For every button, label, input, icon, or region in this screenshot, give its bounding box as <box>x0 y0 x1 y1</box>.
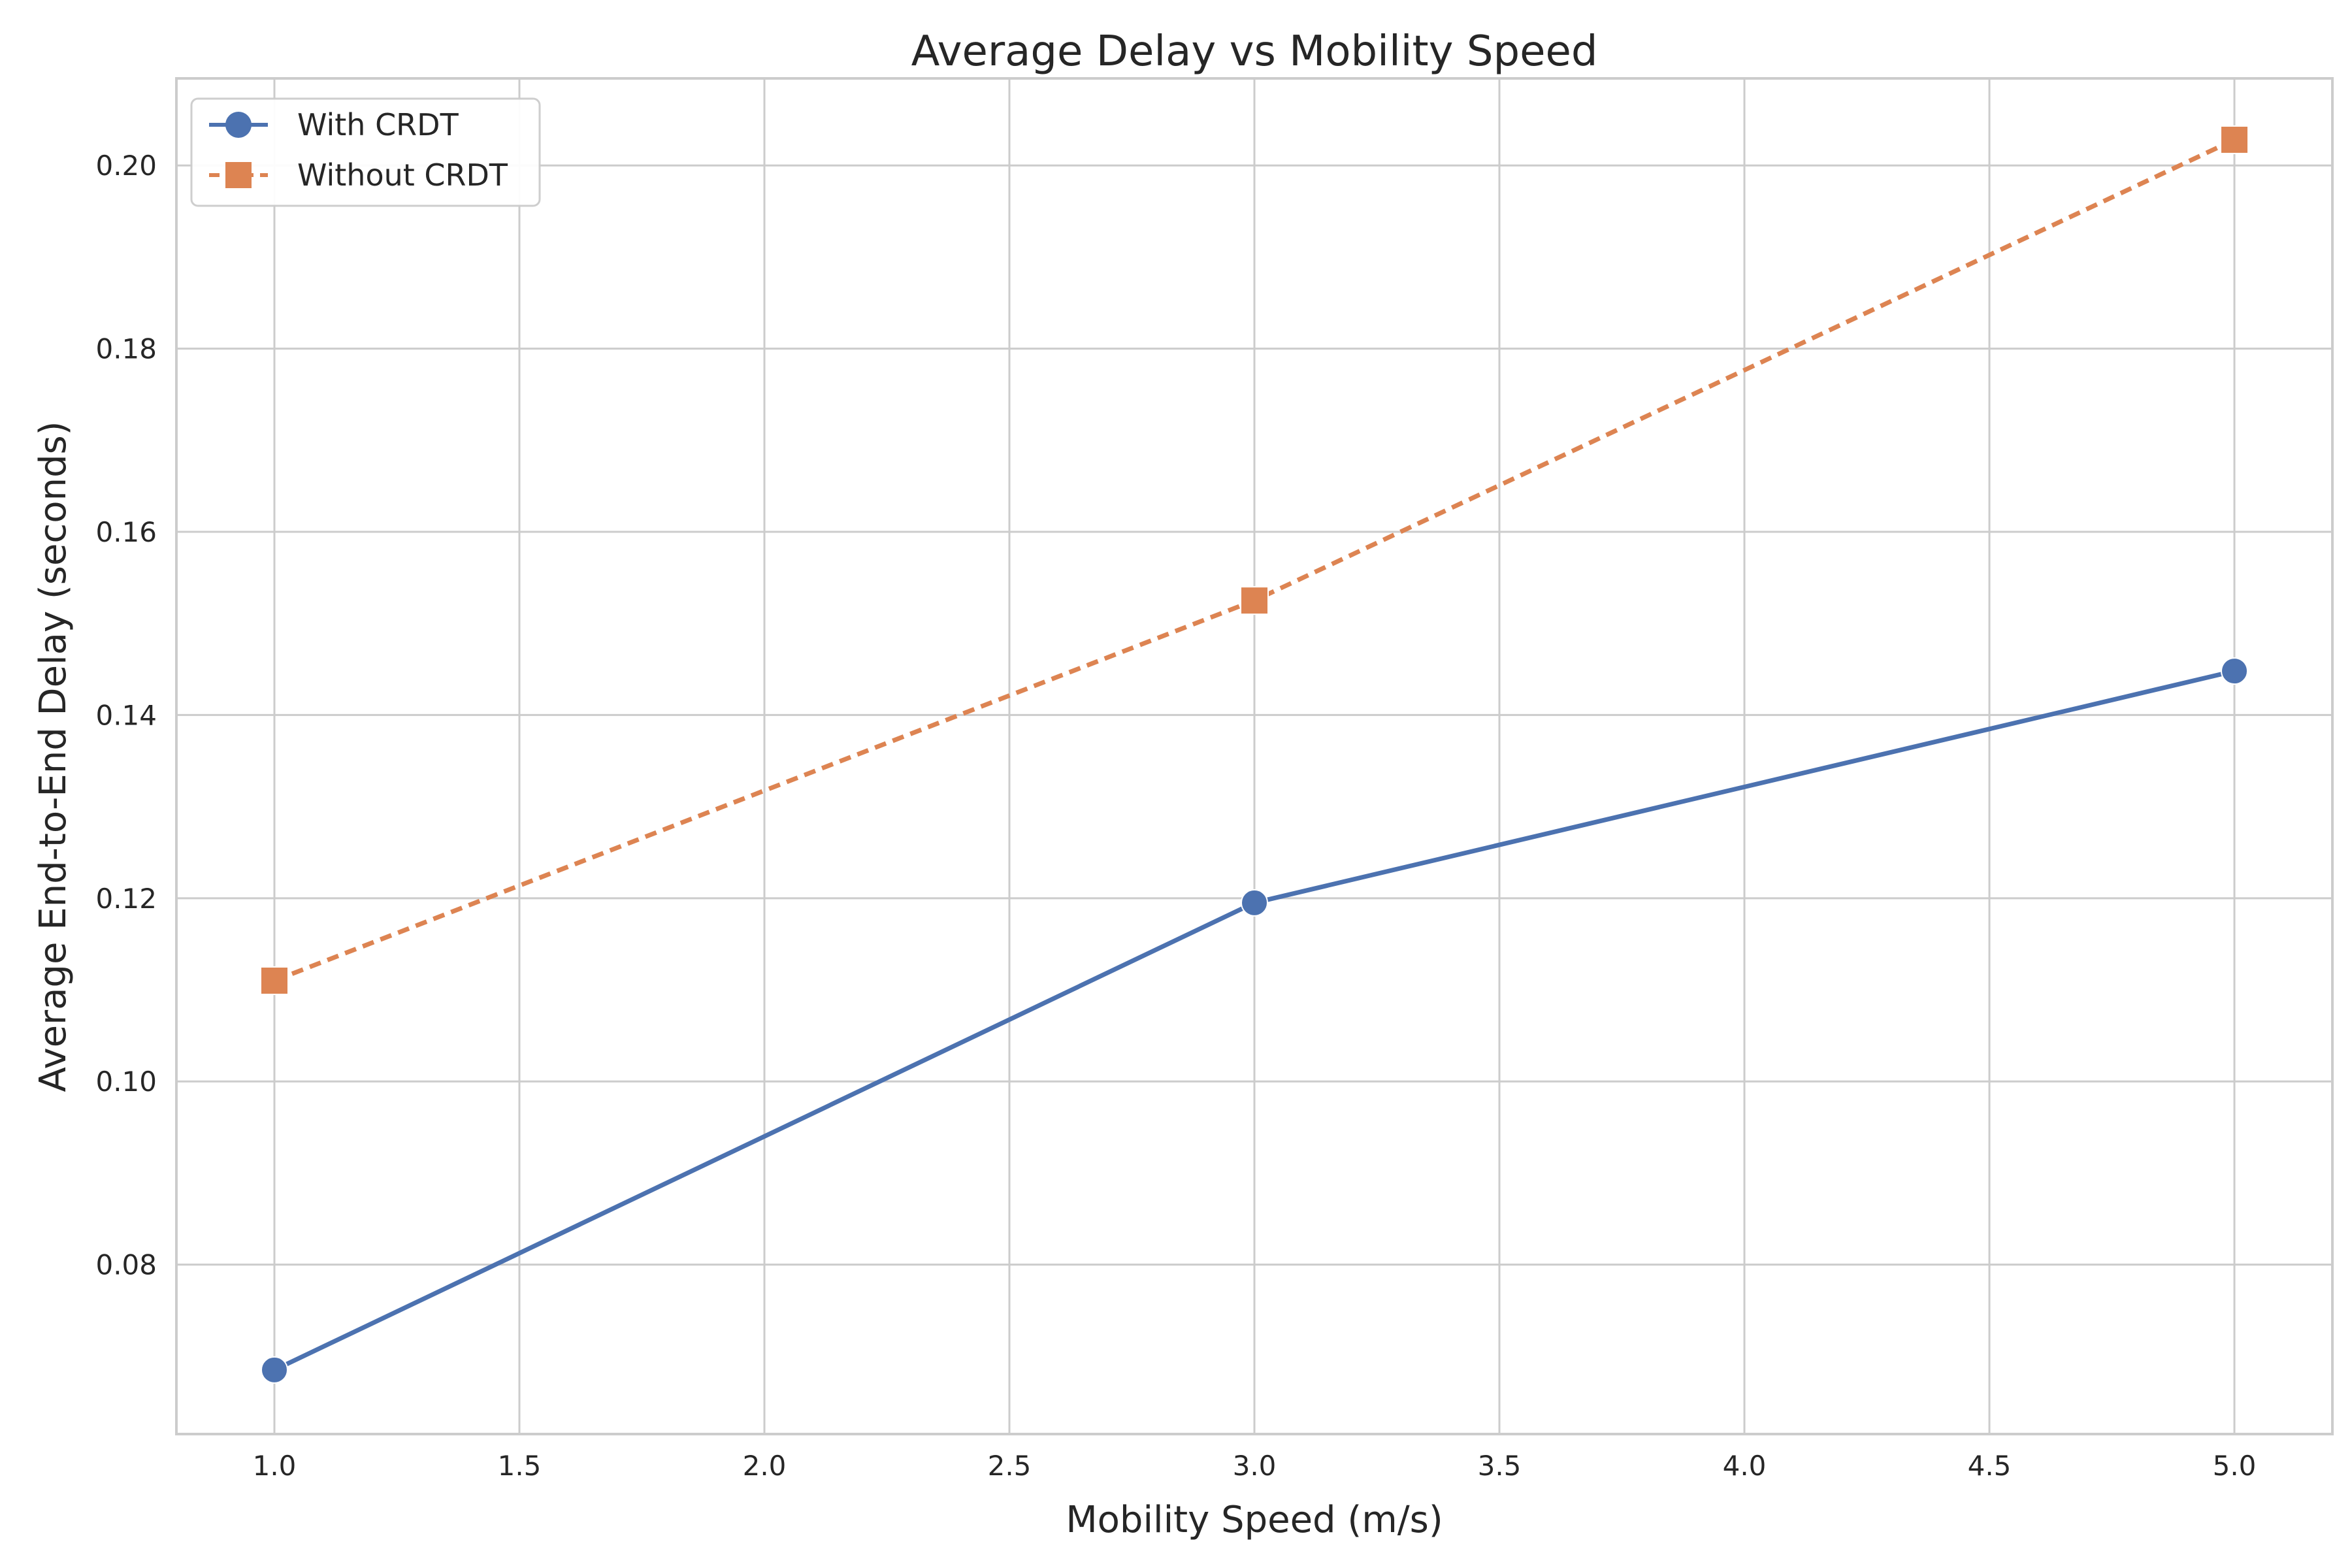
grid-lines <box>176 78 2332 1434</box>
legend-label-without-crdt: Without CRDT <box>297 157 508 193</box>
y-tick-label: 0.18 <box>95 333 157 365</box>
legend-label-with-crdt: With CRDT <box>297 107 459 142</box>
y-tick-label: 0.08 <box>95 1249 157 1281</box>
data-point-with-crdt <box>261 1356 288 1384</box>
legend-marker-without-crdt <box>225 162 252 188</box>
data-point-with-crdt <box>1241 889 1268 917</box>
x-tick-label: 1.5 <box>498 1450 542 1482</box>
y-tick-label: 0.16 <box>95 516 157 548</box>
legend-box <box>190 97 541 207</box>
x-tick-label: 4.5 <box>1968 1450 2012 1482</box>
legend-marker-with-crdt <box>225 112 252 138</box>
legend: With CRDT Without CRDT <box>190 97 541 207</box>
series-layer <box>260 125 2249 1384</box>
x-axis-label: Mobility Speed (m/s) <box>1066 1499 1443 1541</box>
x-axis-ticks: 1.0 1.5 2.0 2.5 3.0 3.5 4.0 4.5 5.0 <box>253 1450 2257 1482</box>
data-point-without-crdt <box>1240 586 1269 615</box>
x-tick-label: 4.0 <box>1723 1450 1767 1482</box>
data-point-without-crdt <box>2220 125 2249 154</box>
data-point-without-crdt <box>260 966 289 995</box>
x-tick-label: 3.5 <box>1478 1450 1522 1482</box>
y-axis-label: Average End-to-End Delay (seconds) <box>32 421 74 1092</box>
y-tick-label: 0.14 <box>95 699 157 731</box>
y-tick-label: 0.20 <box>95 150 157 182</box>
x-tick-label: 3.0 <box>1233 1450 1277 1482</box>
x-tick-label: 5.0 <box>2213 1450 2257 1482</box>
x-tick-label: 1.0 <box>253 1450 297 1482</box>
y-axis-ticks: 0.08 0.10 0.12 0.14 0.16 0.18 0.20 <box>95 150 157 1281</box>
plot-frame <box>175 77 2334 1435</box>
x-tick-label: 2.0 <box>743 1450 787 1482</box>
data-point-with-crdt <box>2221 657 2248 685</box>
y-tick-label: 0.12 <box>95 883 157 915</box>
x-tick-label: 2.5 <box>988 1450 1032 1482</box>
chart-title: Average Delay vs Mobility Speed <box>911 27 1598 76</box>
y-tick-label: 0.10 <box>95 1066 157 1098</box>
